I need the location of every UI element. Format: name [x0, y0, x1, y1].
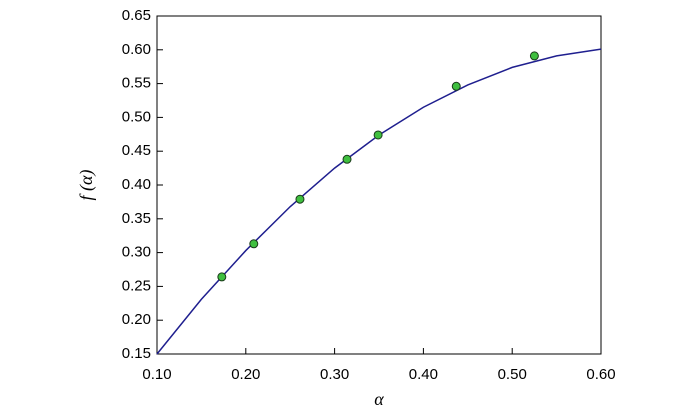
x-tick-label: 0.10 [142, 366, 171, 383]
y-axis-label: f (α) [76, 170, 97, 201]
x-tick-label: 0.50 [498, 366, 527, 383]
y-tick-label: 0.20 [122, 311, 151, 328]
y-tick-label: 0.45 [122, 142, 151, 159]
x-tick-label: 0.40 [409, 366, 438, 383]
x-tick-label: 0.30 [320, 366, 349, 383]
data-point [217, 272, 227, 282]
y-tick-label: 0.50 [122, 108, 151, 125]
data-point [529, 51, 539, 61]
x-tick-label: 0.60 [586, 366, 615, 383]
data-point [451, 81, 461, 91]
y-tick-label: 0.55 [122, 75, 151, 92]
y-tick-label: 0.35 [122, 210, 151, 227]
data-point [373, 130, 383, 140]
y-tick-label: 0.40 [122, 176, 151, 193]
data-point [295, 194, 305, 204]
y-tick-label: 0.25 [122, 277, 151, 294]
y-tick-label: 0.60 [122, 41, 151, 58]
data-point [249, 239, 259, 249]
y-tick-label: 0.65 [122, 7, 151, 24]
data-point [342, 154, 352, 164]
x-tick-label: 0.20 [231, 366, 260, 383]
y-tick-label: 0.30 [122, 244, 151, 261]
y-tick-label: 0.15 [122, 345, 151, 362]
curve [156, 48, 602, 355]
plot-frame [156, 15, 602, 355]
x-axis-label: α [374, 389, 384, 409]
